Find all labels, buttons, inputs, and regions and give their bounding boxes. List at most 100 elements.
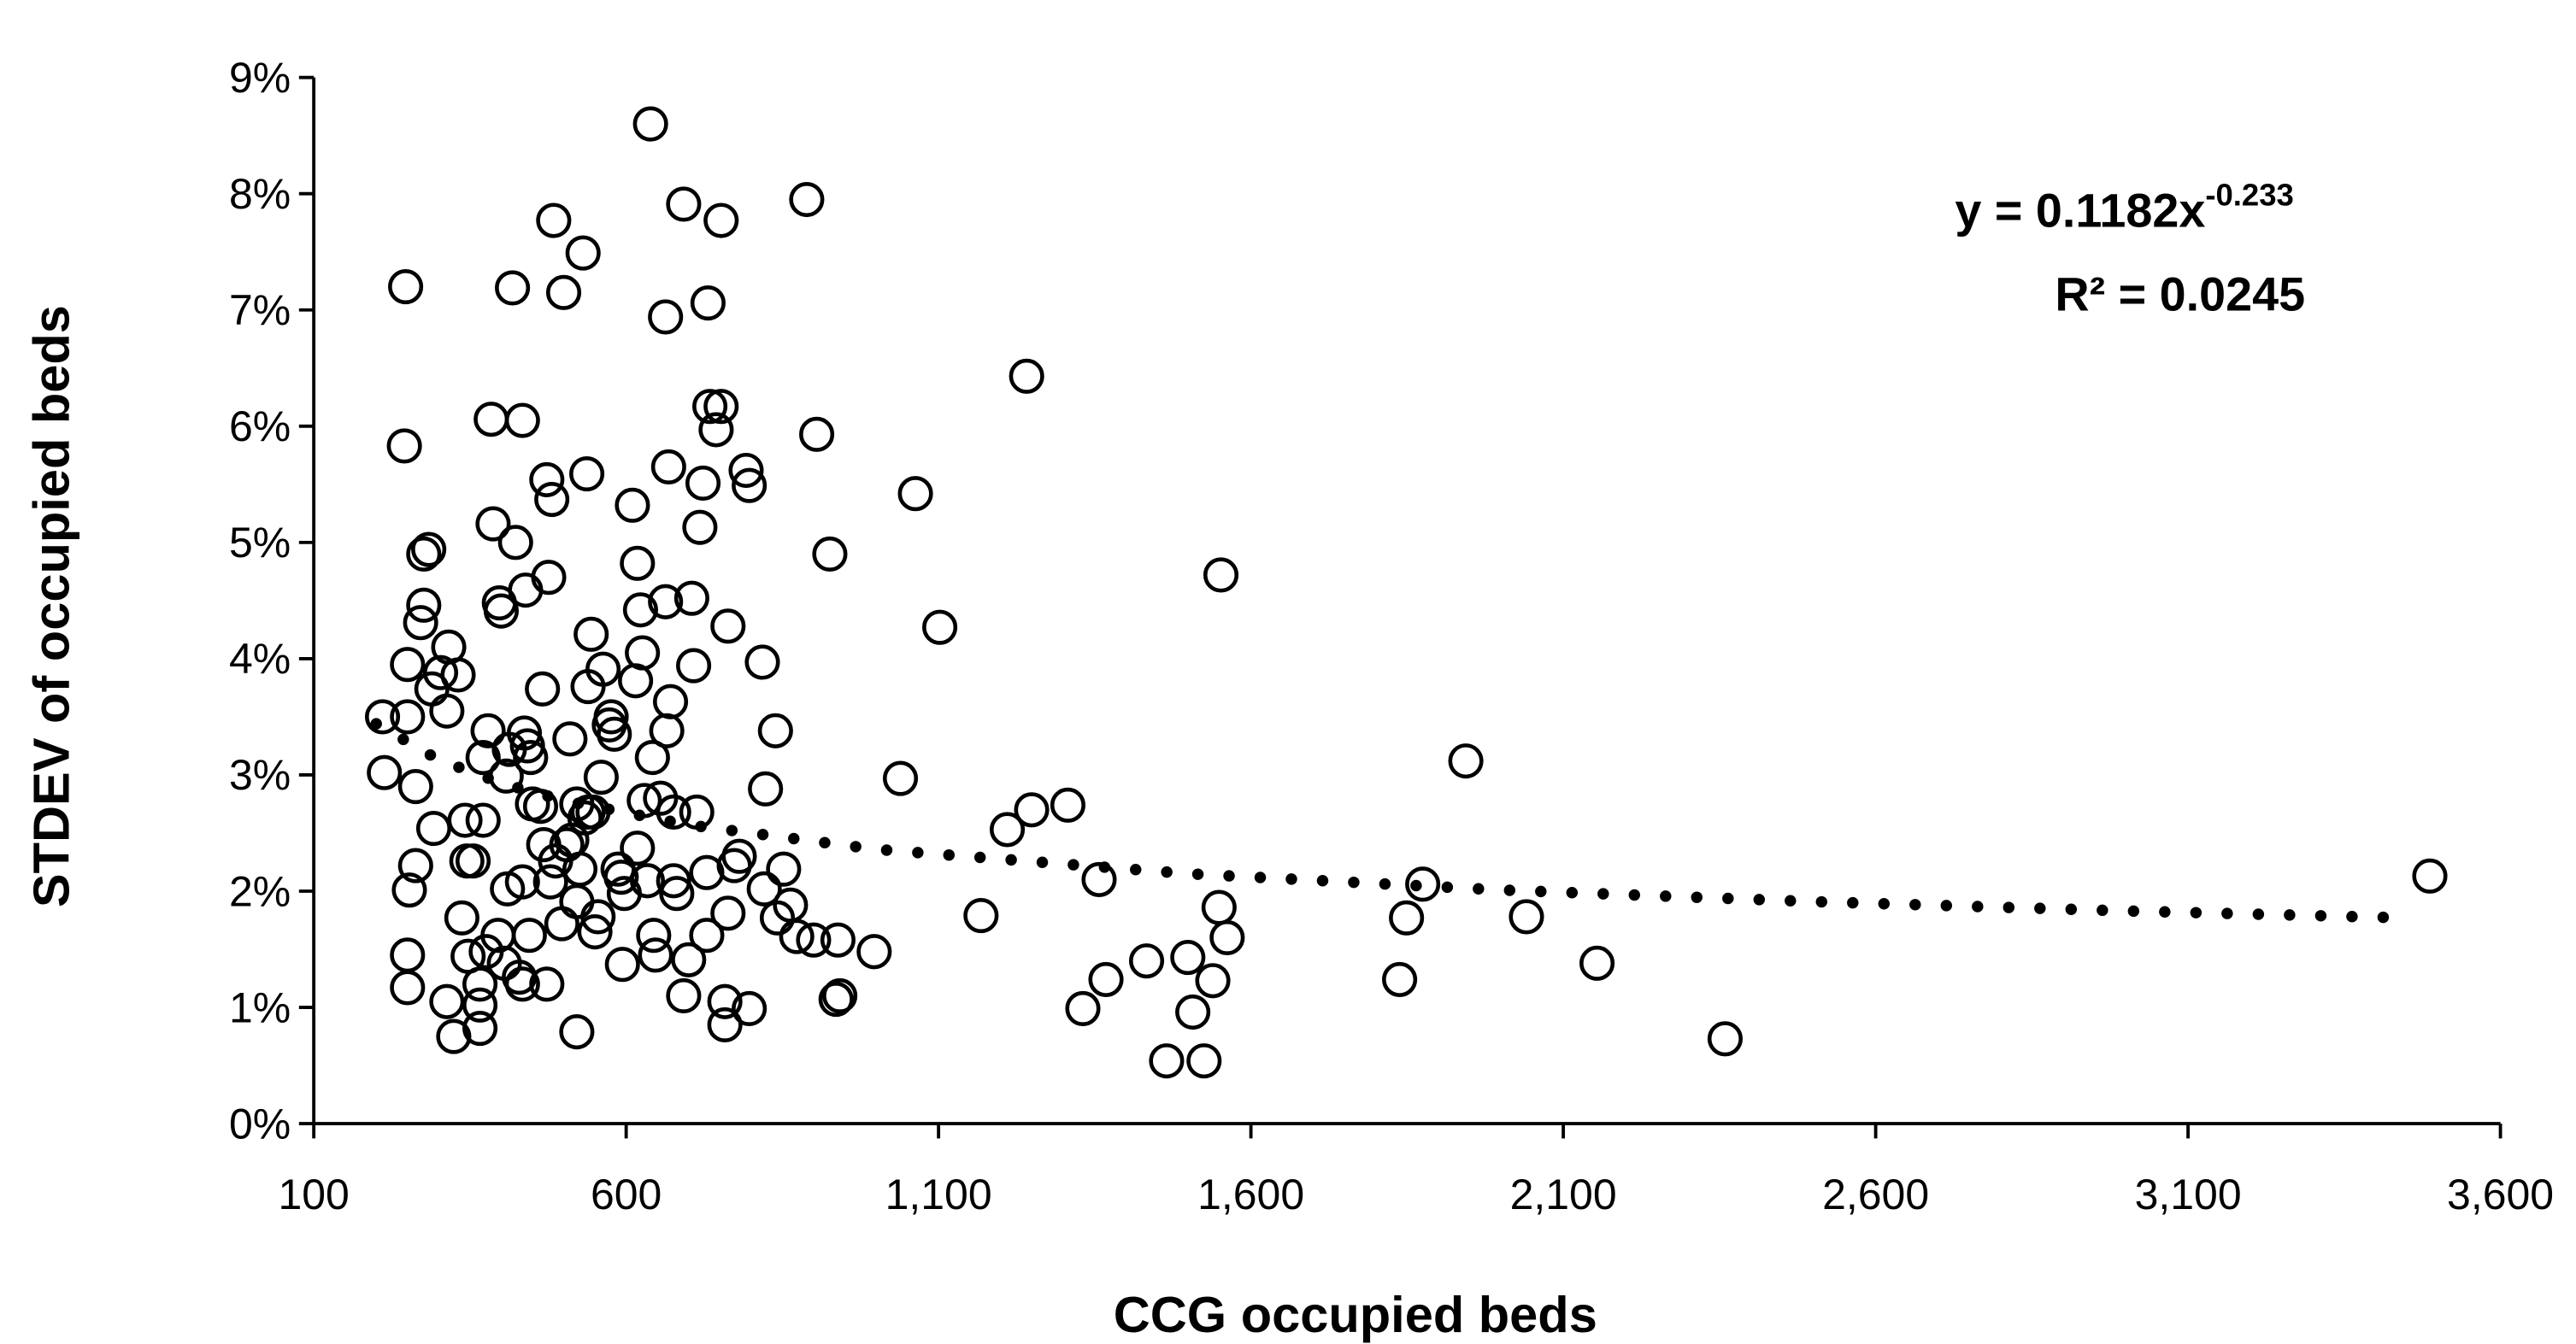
point [1128, 943, 1165, 979]
point [429, 693, 465, 729]
y-tick-label: 8% [229, 170, 291, 218]
point [1014, 792, 1050, 828]
point [692, 389, 728, 425]
point [1175, 994, 1211, 1030]
point [766, 851, 802, 887]
point [1050, 787, 1086, 823]
point [390, 699, 426, 735]
equation-exponent: -0.233 [2205, 178, 2294, 213]
point [597, 716, 632, 752]
point [577, 914, 613, 950]
point [721, 838, 757, 874]
point [707, 983, 743, 1019]
point [465, 739, 501, 776]
point [799, 416, 835, 452]
point [529, 461, 565, 497]
point [504, 864, 540, 900]
point [1201, 889, 1237, 925]
point [534, 481, 570, 518]
x-tick-label: 2,600 [1822, 1171, 1929, 1218]
point [406, 536, 442, 572]
point [690, 285, 726, 321]
point [593, 699, 629, 735]
point [1149, 1043, 1185, 1079]
point [703, 202, 739, 238]
point [565, 235, 601, 271]
point [364, 699, 401, 735]
point [1009, 358, 1044, 394]
point [882, 760, 919, 796]
point [583, 760, 619, 795]
point [403, 605, 438, 641]
point [1195, 963, 1231, 999]
point [397, 768, 433, 805]
point [388, 268, 424, 305]
y-tick-label: 9% [229, 54, 291, 102]
y-tick-label: 2% [229, 867, 291, 915]
point [685, 465, 721, 502]
point [1088, 961, 1124, 997]
point [671, 942, 707, 977]
point [748, 771, 784, 807]
point [1707, 1021, 1743, 1057]
y-tick-label: 6% [229, 402, 291, 450]
point [470, 713, 506, 748]
point [462, 966, 498, 1002]
point [710, 895, 746, 931]
point [649, 713, 685, 748]
point [511, 918, 547, 954]
point [495, 270, 531, 306]
point [773, 887, 809, 923]
point [818, 981, 854, 1018]
x-tick-label: 3,600 [2447, 1171, 2554, 1218]
point [436, 1018, 472, 1054]
point [559, 1014, 595, 1050]
point [1382, 961, 1418, 997]
point [497, 525, 533, 560]
point [779, 918, 815, 954]
point [406, 587, 442, 623]
point [732, 990, 768, 1026]
point [1405, 866, 1441, 902]
point [488, 758, 524, 794]
point [620, 830, 656, 866]
point [429, 983, 465, 1019]
point [615, 487, 650, 523]
x-tick-label: 100 [278, 1171, 349, 1218]
point [620, 545, 656, 581]
point [636, 918, 672, 954]
point [531, 560, 567, 596]
point [390, 647, 426, 683]
point [506, 715, 543, 751]
y-tick-label: 5% [229, 519, 291, 566]
point [522, 789, 559, 825]
point [1389, 900, 1425, 936]
point [440, 657, 476, 693]
point [552, 721, 588, 757]
point [656, 794, 691, 830]
x-tick-label: 1,600 [1197, 1171, 1304, 1218]
point [622, 592, 659, 628]
point [1209, 919, 1245, 955]
point [1065, 990, 1101, 1026]
point [656, 863, 691, 899]
x-tick-label: 600 [591, 1171, 662, 1218]
point [648, 584, 684, 619]
x-tick-label: 1,100 [885, 1171, 992, 1218]
point [473, 402, 509, 437]
point [513, 739, 549, 776]
y-tick-label: 7% [229, 286, 291, 334]
point [569, 456, 605, 492]
y-tick-label: 1% [229, 983, 291, 1031]
point [648, 299, 684, 335]
point [856, 934, 892, 970]
point [625, 635, 661, 671]
point [462, 987, 498, 1023]
point [585, 651, 621, 687]
r-squared: R² = 0.0245 [2055, 268, 2305, 321]
point [759, 900, 796, 936]
point [462, 1010, 498, 1047]
point [728, 452, 764, 489]
point [682, 509, 718, 545]
point [676, 648, 712, 684]
